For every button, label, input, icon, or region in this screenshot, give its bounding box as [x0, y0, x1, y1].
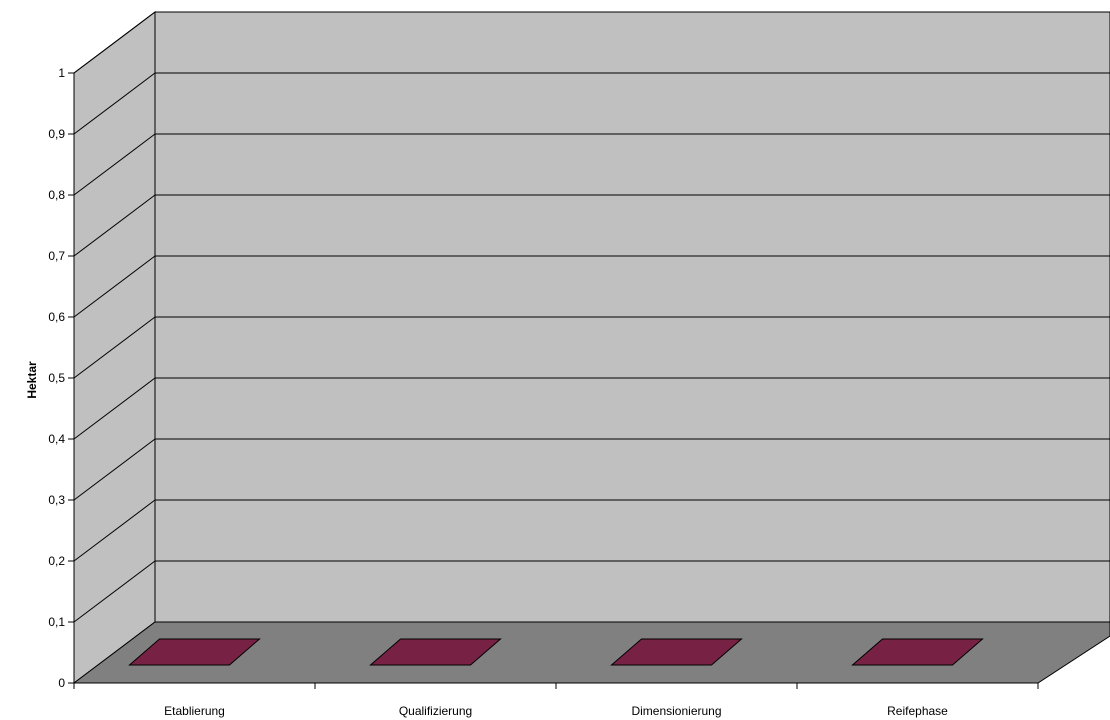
y-axis-title: Hektar — [25, 361, 39, 399]
y-tick-label: 0,6 — [48, 310, 65, 324]
y-tick-label: 0,3 — [48, 493, 65, 507]
chart-walls — [72, 10, 1110, 685]
y-tick-label: 0,7 — [48, 249, 65, 263]
gridline-side — [73, 255, 156, 318]
y-tick-label: 0,1 — [48, 615, 65, 629]
y-tick-label: 0,5 — [48, 371, 65, 385]
y-tick-label: 0,9 — [48, 127, 65, 141]
x-tick-labels: Etablierung Qualifizierung Dimensionierung… — [164, 704, 948, 718]
y-tick-label: 1 — [58, 66, 65, 80]
gridline-side — [73, 72, 156, 135]
bar — [128, 638, 261, 666]
y-tick-label: 0,4 — [48, 432, 65, 446]
bar — [851, 638, 984, 666]
x-tick-label: Dimensionierung — [631, 704, 721, 718]
gridline-side — [73, 377, 156, 440]
bar — [369, 638, 502, 666]
gridlines — [73, 11, 1110, 623]
bars — [128, 638, 984, 666]
gridline-side — [73, 11, 156, 74]
gridline-side — [73, 194, 156, 257]
gridline-side — [73, 438, 156, 501]
y-tick-labels: 0 0,1 0,2 0,3 0,4 0,5 0,6 0,7 0,8 0,9 1 — [48, 66, 65, 690]
x-tick-label: Reifephase — [887, 704, 948, 718]
y-tick-label: 0,8 — [48, 188, 65, 202]
gridline-side — [73, 133, 156, 196]
bar — [610, 638, 743, 666]
x-tick-label: Qualifizierung — [399, 704, 472, 718]
gridline-side — [73, 316, 156, 379]
x-tick-label: Etablierung — [164, 704, 225, 718]
y-tick-label: 0,2 — [48, 554, 65, 568]
gridline-side — [73, 499, 156, 562]
gridline-side — [73, 560, 156, 623]
y-tick-label: 0 — [58, 676, 65, 690]
axes — [68, 72, 1039, 689]
